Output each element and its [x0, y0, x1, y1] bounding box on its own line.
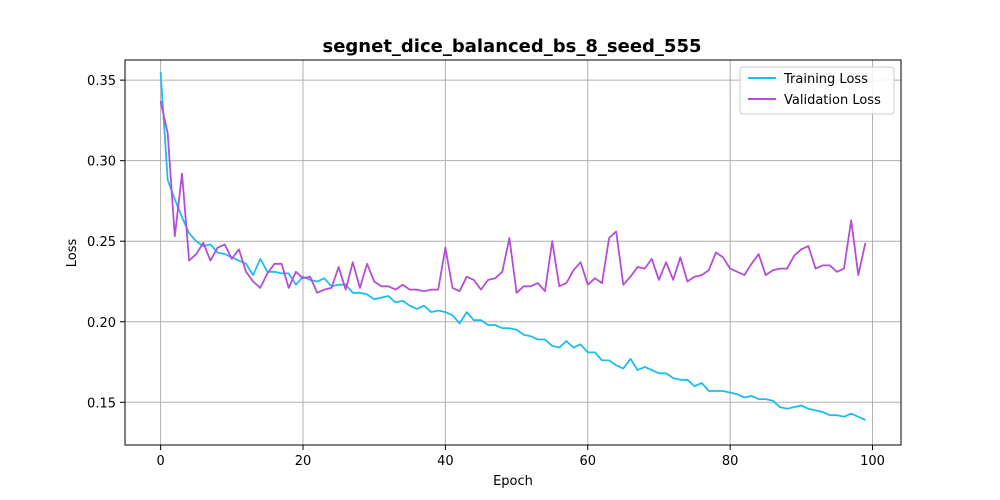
y-tick-label: 0.15: [87, 396, 116, 411]
y-tick-label: 0.35: [87, 74, 116, 89]
series-line-validation-loss: [159, 100, 867, 294]
x-tick-label: 60: [579, 454, 596, 469]
axis-ticks: 0 20 40 60 80 100 0.15 0.20 0.25 0.30 0.35: [87, 74, 885, 469]
legend-box: [739, 66, 895, 115]
x-tick-label: 20: [295, 454, 312, 469]
chart-title: segnet_dice_balanced_bs_8_seed_555: [322, 36, 701, 57]
y-tick-label: 0.20: [87, 316, 116, 331]
grid: [125, 60, 901, 445]
series-lines: [159, 72, 867, 421]
legend-label-validation-loss: Validation Loss: [784, 93, 881, 108]
y-tick-label: 0.30: [87, 155, 116, 170]
plot-frame: [124, 59, 902, 446]
legend: Training Loss Validation Loss: [739, 66, 895, 115]
x-tick-label: 0: [156, 454, 164, 469]
y-axis-label: Loss: [65, 239, 80, 268]
legend-label-training-loss: Training Loss: [783, 72, 868, 87]
x-tick-label: 80: [722, 454, 739, 469]
y-tick-label: 0.25: [87, 235, 116, 250]
x-tick-label: 40: [437, 454, 454, 469]
x-axis-label: Epoch: [493, 474, 533, 489]
x-tick-label: 100: [860, 454, 885, 469]
series-line-training-loss: [159, 72, 866, 421]
